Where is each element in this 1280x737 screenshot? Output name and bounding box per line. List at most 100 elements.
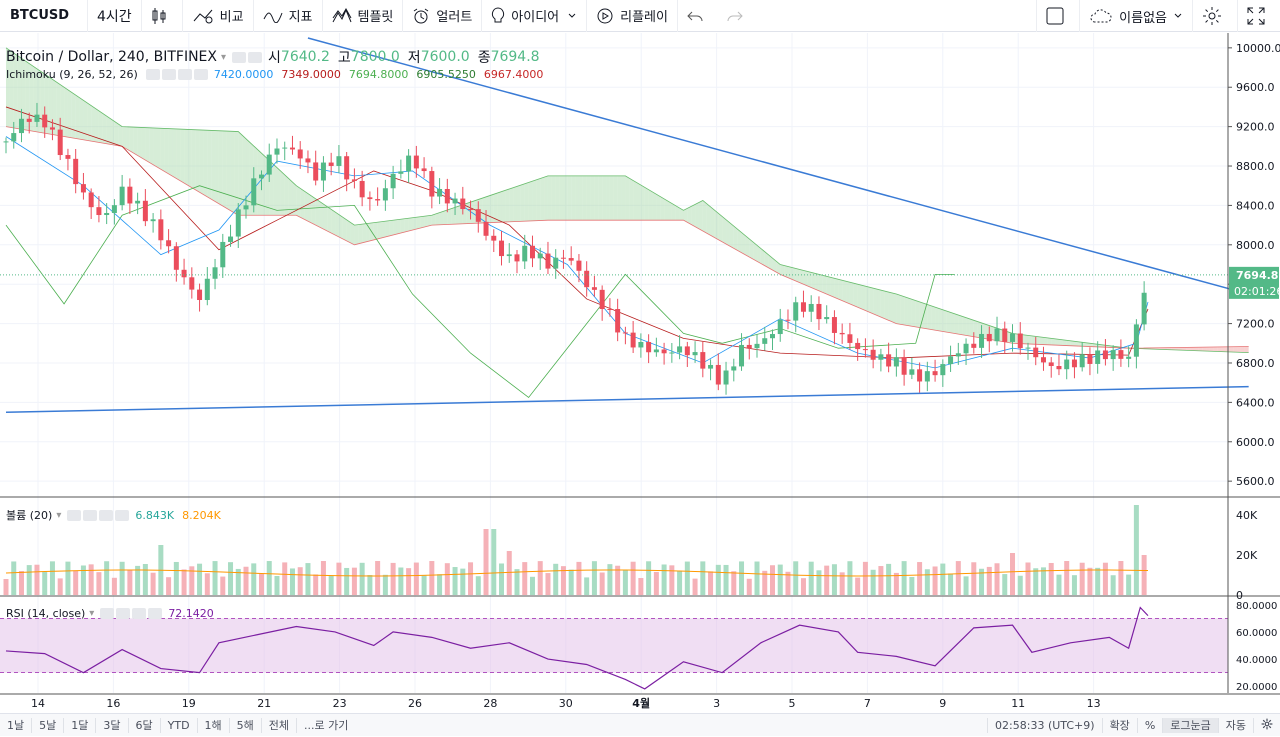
range-1d-button[interactable]: 1날 xyxy=(0,718,32,733)
candle-body xyxy=(1087,354,1092,364)
volume-bar xyxy=(871,570,876,595)
cloud-segment xyxy=(1024,335,1028,344)
eye-icon[interactable] xyxy=(100,608,114,619)
interval-button[interactable]: 4시간 xyxy=(88,0,142,32)
gear-icon[interactable] xyxy=(162,69,176,80)
goto-date-button[interactable]: ...로 가기 xyxy=(297,718,355,733)
fullscreen-square-button[interactable] xyxy=(1036,0,1079,32)
volume-bar xyxy=(708,571,713,595)
plus-icon[interactable] xyxy=(178,69,192,80)
compare-button[interactable]: 비교 xyxy=(183,0,254,32)
volume-bar xyxy=(700,561,705,595)
close-label: 종 xyxy=(478,47,491,67)
volume-bar xyxy=(460,569,465,595)
cloud-segment xyxy=(931,306,935,330)
time-tick-label: 30 xyxy=(559,697,573,710)
range-ytd-button[interactable]: YTD xyxy=(161,718,198,733)
log-scale-toggle[interactable]: 로그눈금 xyxy=(1162,718,1217,733)
auto-scale-toggle[interactable]: 자동 xyxy=(1218,718,1253,733)
range-all-button[interactable]: 전체 xyxy=(262,718,297,733)
candle-body xyxy=(414,156,419,169)
alarm-clock-icon xyxy=(412,7,430,25)
gear-icon[interactable] xyxy=(116,608,130,619)
cloud-segment xyxy=(594,176,598,220)
replay-button[interactable]: 리플레이 xyxy=(587,0,678,32)
symbol-search-button[interactable]: BTCUSD xyxy=(0,0,88,32)
range-1y-button[interactable]: 1해 xyxy=(198,718,230,733)
cloud-segment xyxy=(923,303,927,329)
eye-icon[interactable] xyxy=(67,510,81,521)
close-icon[interactable] xyxy=(115,510,129,521)
redo-button[interactable] xyxy=(718,0,758,32)
chart-type-button[interactable] xyxy=(142,0,183,32)
extended-hours-toggle[interactable]: 확장 xyxy=(1102,718,1137,733)
indicators-button[interactable]: 지표 xyxy=(254,0,323,32)
candle-body xyxy=(96,207,101,215)
legend-dropdown-icon[interactable]: ▾ xyxy=(89,608,94,619)
cloud-segment xyxy=(134,127,138,155)
settings-button[interactable] xyxy=(1192,0,1237,32)
candle-body xyxy=(104,213,109,215)
volume-bar xyxy=(174,562,179,595)
volume-tick-label: 40K xyxy=(1236,509,1258,522)
candle-body xyxy=(708,365,713,369)
legend-dropdown-icon[interactable]: ▾ xyxy=(56,510,61,521)
volume-bar xyxy=(42,572,47,595)
chart-settings-button[interactable] xyxy=(1253,718,1280,733)
cloud-segment xyxy=(343,217,347,241)
clock-readout[interactable]: 02:58:33 (UTC+9) xyxy=(987,718,1102,733)
volume-bar xyxy=(282,562,287,595)
cloud-segment xyxy=(598,176,602,220)
volume-bar xyxy=(855,578,860,595)
volume-bar xyxy=(832,564,837,595)
templates-icon xyxy=(332,8,352,24)
volume-bar xyxy=(693,579,698,595)
cloud-segment xyxy=(842,280,846,302)
cloud-segment xyxy=(896,294,900,324)
fullscreen-button[interactable] xyxy=(1237,0,1280,32)
cloud-segment xyxy=(316,199,320,227)
range-3m-button[interactable]: 3달 xyxy=(96,718,128,733)
percent-scale-toggle[interactable]: % xyxy=(1137,718,1162,733)
chart-area[interactable]: 10000.09600.09200.08800.08400.08000.0760… xyxy=(0,33,1280,713)
cloud-segment xyxy=(827,276,831,295)
close-icon[interactable] xyxy=(194,69,208,80)
plus-icon[interactable] xyxy=(99,510,113,521)
cloud-segment xyxy=(815,273,819,290)
range-5d-button[interactable]: 5날 xyxy=(32,718,64,733)
cloud-segment xyxy=(428,215,432,226)
volume-bar xyxy=(220,577,225,595)
range-5y-button[interactable]: 5해 xyxy=(230,718,262,733)
cloud-segment xyxy=(513,186,517,221)
gear-icon[interactable] xyxy=(248,52,262,63)
volume-bar xyxy=(476,576,481,595)
alert-button[interactable]: 얼러트 xyxy=(403,0,482,32)
volume-bar xyxy=(1118,561,1123,595)
close-icon[interactable] xyxy=(148,608,162,619)
cloud-segment xyxy=(486,196,490,223)
range-6m-button[interactable]: 6달 xyxy=(129,718,161,733)
cloud-segment xyxy=(807,271,811,287)
undo-button[interactable] xyxy=(678,0,718,32)
range-1m-button[interactable]: 1달 xyxy=(64,718,96,733)
rsi-legend: RSI (14, close) ▾ 72.1420 xyxy=(6,607,214,620)
eye-icon[interactable] xyxy=(146,69,160,80)
cloud-segment xyxy=(467,202,471,224)
candle-body xyxy=(1002,329,1007,342)
volume-bar xyxy=(58,578,63,595)
templates-button[interactable]: 템플릿 xyxy=(323,0,404,32)
volume-bar xyxy=(1080,563,1085,595)
gear-icon[interactable] xyxy=(83,510,97,521)
candle-body xyxy=(476,209,481,222)
volume-bar xyxy=(816,570,821,595)
cloud-segment xyxy=(618,176,622,220)
save-layout-button[interactable]: 이름없음 xyxy=(1079,0,1192,32)
ideas-button[interactable]: 아이디어 xyxy=(482,0,587,32)
cloud-segment xyxy=(873,288,877,315)
candle-body xyxy=(42,115,47,128)
eye-icon[interactable] xyxy=(232,52,246,63)
plus-icon[interactable] xyxy=(132,608,146,619)
legend-dropdown-icon[interactable]: ▾ xyxy=(221,52,226,63)
cloud-segment xyxy=(881,290,885,319)
volume-bar xyxy=(956,561,961,595)
